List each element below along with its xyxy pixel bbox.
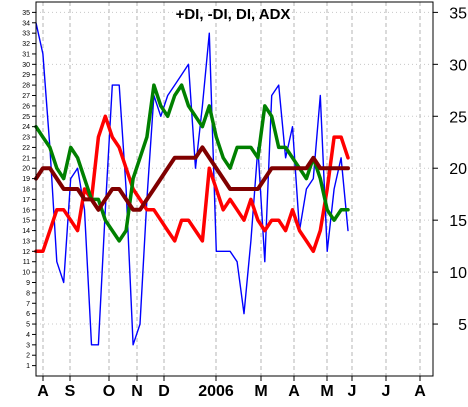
series-line-2 bbox=[34, 83, 350, 243]
x-tick-label-8: M bbox=[320, 383, 333, 400]
left-tick-label-15: 16 bbox=[22, 207, 30, 214]
left-tick-label-3: 4 bbox=[26, 332, 30, 339]
grid-layer bbox=[36, 2, 433, 376]
left-tick-label-16: 17 bbox=[22, 197, 30, 204]
right-tick-label-5: 30 bbox=[449, 57, 467, 74]
left-tick-label-4: 5 bbox=[26, 322, 30, 329]
left-tick-label-2: 3 bbox=[26, 342, 30, 349]
left-tick-label-27: 28 bbox=[22, 83, 30, 90]
left-tick-label-14: 15 bbox=[22, 218, 30, 225]
left-tick-label-26: 27 bbox=[22, 93, 30, 100]
series-line-3 bbox=[34, 145, 350, 212]
left-tick-label-22: 23 bbox=[22, 135, 30, 142]
right-tick-label-2: 15 bbox=[449, 213, 467, 230]
left-tick-label-21: 22 bbox=[22, 145, 30, 152]
right-tick-label-1: 10 bbox=[449, 265, 467, 282]
left-tick-label-19: 20 bbox=[22, 166, 30, 173]
x-tick-label-2: O bbox=[103, 383, 115, 400]
left-tick-label-12: 13 bbox=[22, 238, 30, 245]
left-tick-label-24: 25 bbox=[22, 114, 30, 121]
left-tick-label-33: 34 bbox=[22, 20, 30, 27]
left-tick-label-18: 19 bbox=[22, 176, 30, 183]
left-tick-label-9: 10 bbox=[22, 270, 30, 277]
x-axis: A S O N D 2006 M A M J J A bbox=[37, 376, 426, 400]
x-tick-label-1: S bbox=[65, 383, 76, 400]
x-tick-label-3: N bbox=[131, 383, 143, 400]
right-tick-label-4: 25 bbox=[449, 109, 467, 126]
left-tick-label-11: 12 bbox=[22, 249, 30, 256]
x-tick-label-7: A bbox=[288, 383, 300, 400]
left-tick-label-29: 30 bbox=[22, 62, 30, 69]
x-tick-label-11: A bbox=[414, 383, 426, 400]
series-layer bbox=[34, 22, 350, 346]
series-line-0 bbox=[35, 22, 349, 346]
x-tick-label-9: J bbox=[348, 383, 357, 400]
left-tick-label-8: 9 bbox=[26, 280, 30, 287]
left-tick-label-10: 11 bbox=[23, 259, 30, 266]
x-tick-label-0: A bbox=[37, 383, 49, 400]
left-tick-label-5: 6 bbox=[26, 311, 30, 318]
right-tick-label-6: 35 bbox=[449, 5, 467, 22]
left-tick-label-34: 35 bbox=[22, 10, 30, 17]
left-tick-label-30: 31 bbox=[22, 51, 30, 58]
left-tick-label-6: 7 bbox=[26, 301, 30, 308]
left-tick-label-20: 21 bbox=[22, 155, 30, 162]
left-tick-label-25: 26 bbox=[22, 103, 30, 110]
left-tick-label-1: 2 bbox=[26, 353, 30, 360]
right-tick-label-3: 20 bbox=[449, 161, 467, 178]
left-tick-label-13: 14 bbox=[22, 228, 30, 235]
left-tick-label-28: 29 bbox=[22, 72, 30, 79]
left-tick-label-0: 1 bbox=[26, 363, 30, 370]
chart-title: +DI, -DI, DI, ADX bbox=[176, 6, 291, 23]
x-tick-label-5: 2006 bbox=[198, 383, 234, 400]
x-tick-label-10: J bbox=[382, 383, 391, 400]
right-tick-label-0: 5 bbox=[458, 317, 467, 334]
left-tick-label-23: 24 bbox=[22, 124, 30, 131]
right-axis: 5 10 15 20 25 30 35 bbox=[433, 5, 467, 334]
left-tick-label-7: 8 bbox=[26, 290, 30, 297]
x-tick-label-4: D bbox=[158, 383, 170, 400]
left-tick-label-31: 32 bbox=[22, 41, 30, 48]
left-tick-label-17: 18 bbox=[22, 187, 30, 194]
left-axis: 1234567891011121314151617181920212223242… bbox=[22, 10, 36, 370]
x-tick-label-6: M bbox=[254, 383, 267, 400]
left-tick-label-32: 33 bbox=[22, 31, 30, 38]
